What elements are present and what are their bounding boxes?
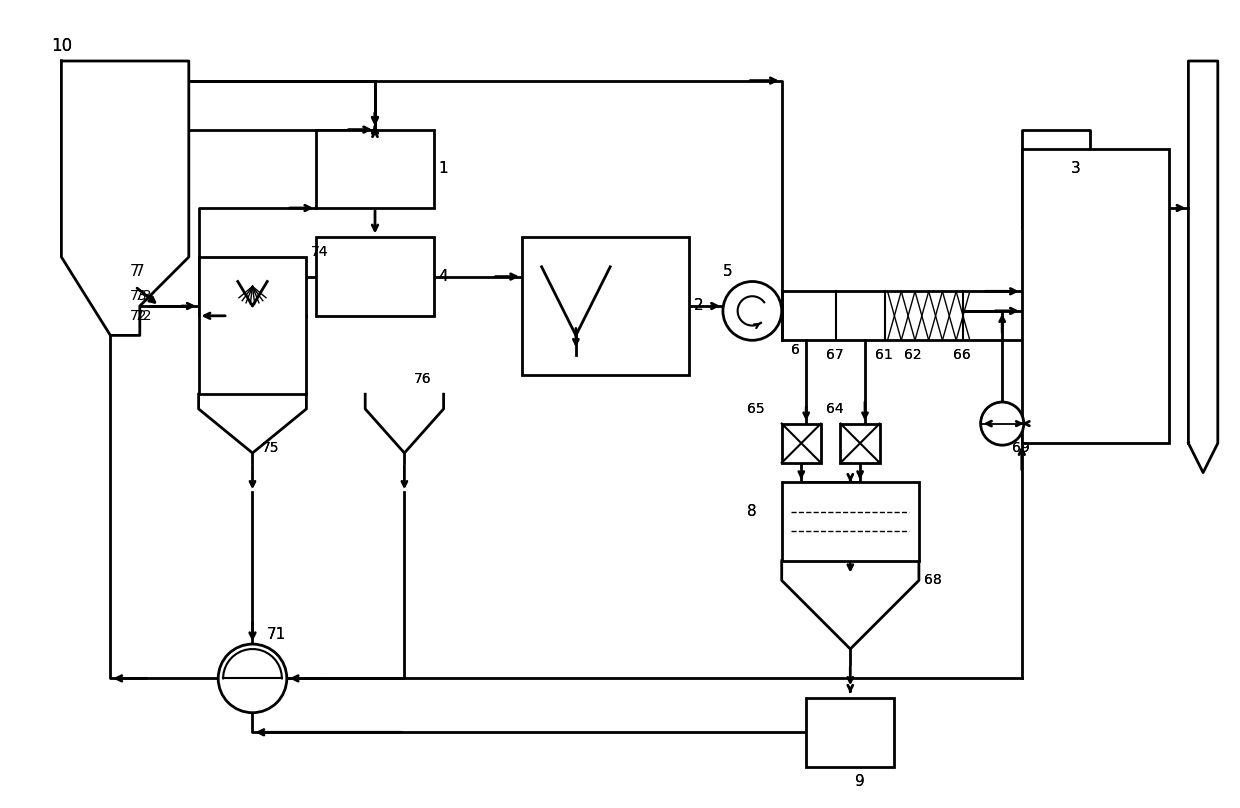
Circle shape — [723, 281, 781, 340]
Text: 71: 71 — [267, 627, 286, 642]
Text: 72: 72 — [130, 309, 148, 323]
Text: 4: 4 — [439, 269, 449, 284]
Text: 1: 1 — [439, 162, 449, 176]
Text: 64: 64 — [826, 402, 843, 416]
Text: 66: 66 — [954, 348, 971, 362]
Text: 61: 61 — [874, 348, 893, 362]
Text: 65: 65 — [748, 402, 765, 416]
Bar — [198, 257, 306, 394]
Text: 8: 8 — [748, 504, 758, 520]
Text: 10: 10 — [52, 37, 73, 55]
Text: 9: 9 — [856, 774, 866, 789]
Bar — [316, 129, 434, 208]
Text: 7: 7 — [130, 264, 140, 280]
Text: 66: 66 — [954, 348, 971, 362]
Text: 67: 67 — [826, 348, 843, 362]
Text: 6: 6 — [791, 343, 800, 357]
Text: 61: 61 — [874, 348, 893, 362]
Text: 6: 6 — [791, 343, 800, 357]
Text: 5: 5 — [723, 264, 733, 280]
Text: 74: 74 — [311, 245, 329, 259]
Text: 9: 9 — [856, 774, 866, 789]
Text: 5: 5 — [723, 264, 733, 280]
Bar — [781, 482, 919, 561]
Text: 7: 7 — [135, 264, 145, 280]
Bar — [806, 698, 894, 767]
Text: 3: 3 — [1071, 162, 1080, 176]
Bar — [841, 423, 879, 463]
Bar — [522, 238, 688, 375]
Text: 68: 68 — [924, 574, 941, 587]
Text: 73: 73 — [135, 289, 153, 303]
Text: 8: 8 — [748, 504, 758, 520]
Text: 1: 1 — [439, 162, 449, 176]
Text: 62: 62 — [904, 348, 921, 362]
Bar — [781, 423, 821, 463]
Text: 76: 76 — [414, 372, 432, 386]
Text: 75: 75 — [263, 441, 280, 455]
Text: 10: 10 — [52, 37, 73, 55]
Text: 74: 74 — [311, 245, 329, 259]
Text: 73: 73 — [130, 289, 148, 303]
Bar — [316, 238, 434, 316]
Text: 72: 72 — [135, 309, 153, 323]
Text: 2: 2 — [693, 298, 703, 314]
Text: 3: 3 — [1071, 162, 1080, 176]
Text: 64: 64 — [826, 402, 843, 416]
Text: 68: 68 — [924, 574, 941, 587]
Circle shape — [218, 644, 286, 713]
Circle shape — [981, 402, 1024, 445]
Text: 76: 76 — [414, 372, 432, 386]
Text: 62: 62 — [904, 348, 921, 362]
Bar — [1022, 149, 1169, 444]
Text: 67: 67 — [826, 348, 843, 362]
Text: 75: 75 — [263, 441, 280, 455]
Text: 4: 4 — [439, 269, 449, 284]
Text: 69: 69 — [1012, 441, 1029, 455]
Text: 69: 69 — [1012, 441, 1029, 455]
Text: 65: 65 — [748, 402, 765, 416]
Text: 71: 71 — [267, 627, 286, 642]
Text: 2: 2 — [693, 298, 703, 314]
